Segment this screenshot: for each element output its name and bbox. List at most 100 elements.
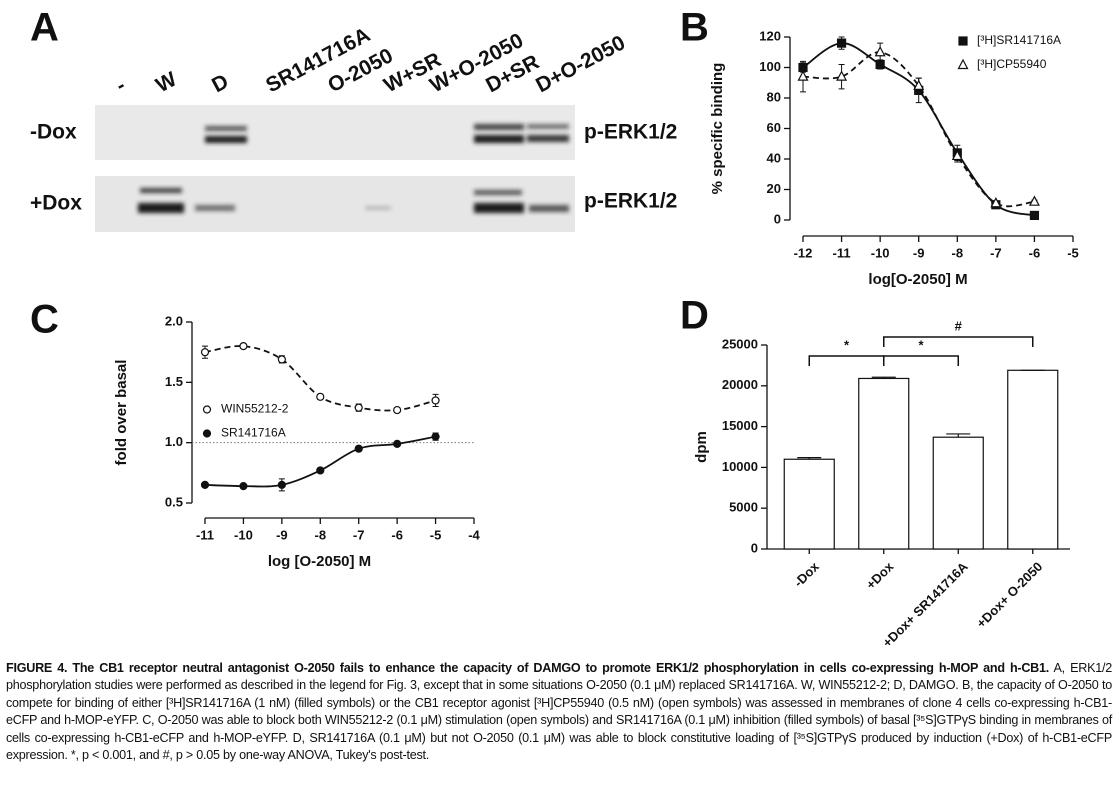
x-tick-label: -Dox [791, 558, 823, 590]
x-axis-label: log [O-2050] M [268, 553, 371, 570]
point [316, 466, 325, 475]
point [431, 396, 440, 405]
point [354, 444, 363, 453]
blot-bands [138, 124, 569, 213]
legend-label: SR141716A [221, 426, 286, 440]
y-tick-label: 20000 [722, 377, 758, 392]
row-label: +Dox [30, 192, 82, 215]
legend-label: [³H]CP55940 [977, 57, 1047, 71]
caption-label: FIGURE 4. [6, 661, 68, 675]
x-tick-label: -5 [1067, 245, 1079, 260]
point [836, 38, 847, 48]
y-tick-label: 10000 [722, 459, 758, 474]
x-tick-label: -8 [952, 245, 964, 260]
panel-label: B [680, 6, 709, 50]
point [393, 405, 402, 415]
point [200, 348, 210, 357]
error-bar [797, 457, 822, 460]
error-bar [871, 376, 896, 379]
x-tick-label: -11 [833, 245, 851, 260]
bar [1007, 369, 1059, 550]
y-axis-label: % specific binding [709, 63, 726, 195]
caption: FIGURE 4. The CB1 receptor neutral antag… [6, 660, 1112, 764]
y-tick-label: 0.5 [165, 494, 183, 509]
legend-marker [957, 58, 969, 70]
lane-label: D [208, 70, 232, 97]
point [239, 342, 248, 351]
band-label: p-ERK1/2 [584, 121, 677, 144]
y-axis-label: dpm [693, 431, 710, 463]
x-tick-label: +Dox [863, 558, 897, 592]
panel-label: C [30, 298, 59, 342]
lane-label: W [152, 68, 180, 98]
x-tick-label: -11 [196, 527, 214, 542]
y-tick-label: 120 [759, 28, 781, 43]
lane-label: D+O-2050 [532, 31, 629, 97]
panel-label: A [30, 6, 59, 50]
point [239, 482, 248, 491]
blot [95, 105, 575, 232]
significance-label: # [955, 318, 963, 333]
point [277, 480, 286, 489]
x-tick-label: -6 [391, 527, 403, 542]
y-tick-label: 0 [774, 211, 781, 226]
x-tick-label: +Dox+ O-2050 [973, 559, 1045, 631]
point [990, 196, 1002, 208]
error-bar [946, 433, 971, 438]
x-tick-label: -8 [315, 527, 327, 542]
x-tick-label: -12 [794, 245, 813, 260]
caption-title: The CB1 receptor neutral antagonist O-20… [72, 661, 1050, 675]
significance-bracket [883, 336, 1034, 347]
x-tick-label: -7 [353, 527, 365, 542]
y-tick-label: 1.0 [165, 434, 183, 449]
x-tick-label: -9 [913, 245, 925, 260]
significance-label: * [918, 337, 924, 352]
y-tick-label: 25000 [722, 336, 758, 351]
band-label: p-ERK1/2 [584, 190, 677, 213]
point [354, 403, 363, 412]
y-tick-label: 40 [767, 150, 781, 165]
y-tick-label: 5000 [729, 500, 758, 515]
lane-labels: - W D SR141716AO-2050W+SRW+O-2050D+SRD+O-20… [112, 23, 629, 97]
y-tick-label: 80 [767, 89, 781, 104]
point [797, 70, 809, 81]
x-tick-label: -9 [276, 527, 288, 542]
y-tick-label: 100 [759, 59, 781, 74]
panel-label: D [680, 294, 709, 338]
y-tick-label: 1.5 [165, 374, 183, 389]
y-tick-label: 15000 [722, 418, 758, 433]
figure: A B C D - W D SR141716AO-2050W+SRW+O-2050D+… [30, 6, 1079, 650]
fit-curve [802, 51, 1035, 208]
x-tick-label: -7 [990, 245, 1002, 260]
y-tick-label: 2.0 [165, 313, 183, 328]
x-tick-label: -5 [430, 527, 442, 542]
y-tick-label: 0 [751, 540, 758, 555]
x-tick-label: -4 [468, 527, 480, 542]
bar [932, 436, 984, 550]
significance-label: * [844, 337, 850, 352]
x-axis-label: log[O-2050] M [868, 271, 967, 288]
y-axis-label: fold over basal [113, 360, 130, 466]
point [1028, 195, 1040, 206]
point [393, 439, 402, 448]
point [913, 79, 925, 90]
lane-label: - [112, 74, 129, 98]
point [200, 480, 210, 489]
caption-body: A, ERK1/2 phosphorylation studies were p… [6, 661, 1112, 763]
y-tick-label: 20 [767, 181, 781, 196]
point [836, 70, 848, 81]
legend-marker [202, 405, 212, 414]
legend-marker [202, 429, 212, 438]
bar [858, 377, 910, 550]
x-tick-label: -6 [1029, 245, 1041, 260]
point [316, 392, 325, 401]
significance-bracket [808, 355, 885, 366]
legend-label: [³H]SR141716A [977, 33, 1061, 47]
point [277, 355, 286, 364]
significance-bracket [883, 355, 959, 366]
x-tick-label: -10 [234, 527, 253, 542]
y-tick-label: 60 [767, 120, 781, 135]
point [1029, 210, 1040, 221]
point [874, 45, 886, 57]
